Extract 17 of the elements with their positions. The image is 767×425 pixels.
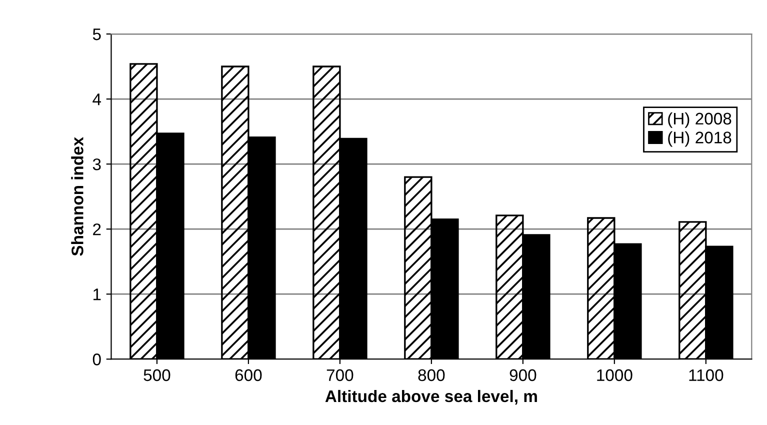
y-tick-label: 1 bbox=[93, 288, 101, 300]
x-axis-title: Altitude above sea level, m bbox=[325, 390, 537, 405]
legend-label: (H) 2018 bbox=[668, 131, 732, 147]
x-tick-label: 600 bbox=[235, 369, 262, 382]
x-tick-label: 800 bbox=[418, 369, 445, 382]
y-tick-label: 4 bbox=[92, 94, 102, 106]
x-tick-label: 900 bbox=[510, 369, 536, 382]
y-tick-label: 3 bbox=[92, 158, 101, 170]
y-tick-label: 2 bbox=[93, 223, 101, 236]
x-tick-label: 1000 bbox=[597, 369, 632, 382]
x-tick-label: 700 bbox=[326, 369, 354, 382]
x-tick-label: 500 bbox=[144, 369, 170, 382]
legend-label: (H) 2008 bbox=[668, 112, 732, 128]
y-axis-title: Shannon index bbox=[71, 136, 84, 256]
y-tick-label: 0 bbox=[92, 354, 101, 366]
x-tick-label: 1100 bbox=[689, 369, 724, 382]
y-tick-label: 5 bbox=[92, 28, 101, 40]
